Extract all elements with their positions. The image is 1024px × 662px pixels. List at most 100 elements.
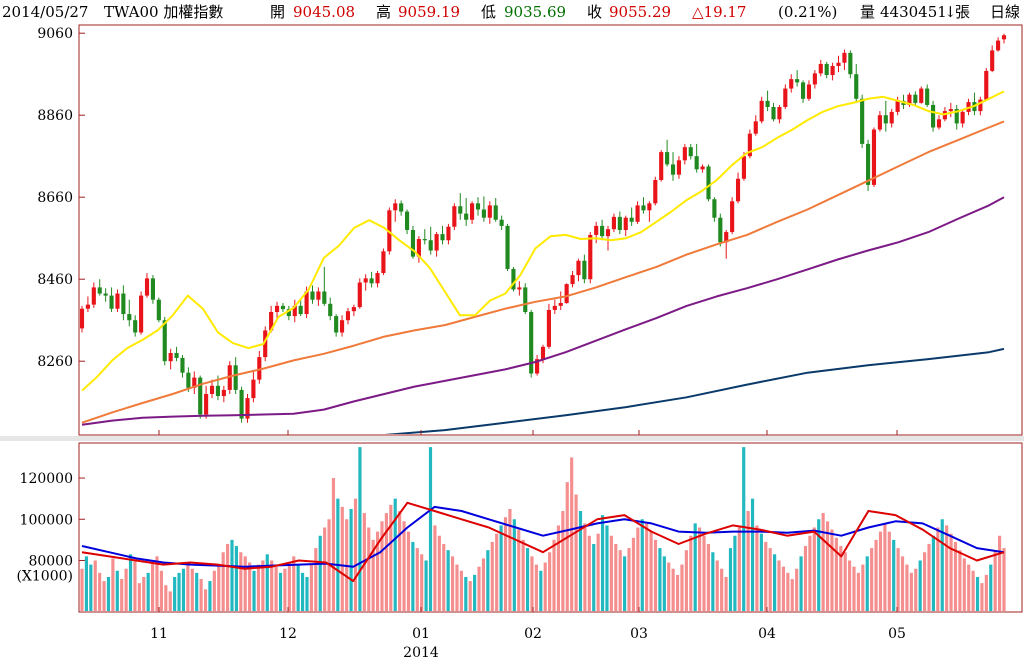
close-value: 9055.29 — [609, 3, 672, 21]
volume-bar — [424, 560, 428, 611]
candle-up — [830, 66, 835, 76]
volume-bar — [627, 548, 631, 611]
candle-down — [286, 309, 291, 317]
candle-down — [765, 100, 770, 107]
volume-bar — [84, 556, 88, 611]
volume-bar — [786, 572, 790, 611]
volume-bar — [896, 548, 900, 611]
candle-up — [558, 302, 563, 306]
candle-down — [399, 203, 404, 212]
volume-bar — [217, 564, 221, 611]
volume-bar — [168, 591, 172, 611]
volume-bar — [208, 581, 212, 611]
candle-up — [818, 63, 823, 74]
volume-bar — [671, 568, 675, 611]
price-tick-label: 9060 — [37, 26, 73, 42]
volume-bar — [803, 546, 808, 611]
candle-down — [795, 79, 800, 83]
candle-up — [351, 307, 356, 312]
volume-bar — [459, 570, 463, 611]
volume-bar — [106, 576, 111, 611]
price-tick-label: 8260 — [37, 354, 73, 370]
month-label: 12 — [279, 626, 297, 642]
volume-bar — [415, 548, 419, 611]
volume-bar — [495, 533, 499, 611]
candle-up — [889, 111, 894, 124]
candle-up — [978, 99, 983, 112]
candle-down — [97, 287, 102, 294]
open-label: 開 — [270, 3, 286, 21]
candle-up — [144, 278, 150, 296]
candle-up — [517, 287, 522, 290]
volume-bar — [159, 570, 163, 611]
candle-up — [588, 234, 593, 280]
volume-bar — [768, 548, 772, 611]
candle-down — [860, 98, 865, 144]
volume-bar — [442, 543, 446, 611]
volume-bar — [667, 562, 671, 611]
candle-up — [221, 389, 226, 397]
candle-down — [505, 225, 510, 269]
candle-up — [812, 73, 817, 85]
volume-tick-label: 120000 — [20, 471, 73, 487]
candle-up — [168, 353, 173, 362]
candle-down — [121, 293, 126, 315]
candle-down — [800, 82, 806, 99]
volume-bar — [684, 550, 688, 611]
volume-bar — [486, 550, 490, 611]
month-label: 04 — [758, 626, 776, 642]
volume-bar — [340, 506, 344, 611]
candle-down — [481, 209, 486, 218]
change-percent: (0.21%) — [778, 3, 838, 21]
volume-bar — [623, 556, 627, 611]
volume-bar — [574, 494, 578, 611]
volume-bar — [848, 560, 852, 611]
candle-up — [942, 111, 947, 120]
volume-bar — [975, 576, 980, 611]
volume-bar — [256, 564, 261, 611]
volume-bar — [892, 539, 896, 611]
volume-bar — [375, 531, 380, 611]
volume-bar — [587, 535, 591, 611]
month-label: 01 — [412, 626, 430, 642]
candle-down — [233, 365, 238, 390]
candle-down — [410, 230, 416, 257]
volume-bar — [949, 533, 953, 611]
volume-bar — [314, 548, 318, 611]
candle-up — [948, 109, 953, 112]
candle-down — [404, 211, 410, 230]
volume-bar — [658, 548, 662, 611]
volume-bar — [292, 556, 296, 611]
volume-bar — [592, 543, 596, 611]
candle-up — [540, 346, 546, 360]
volume-bar — [645, 523, 649, 611]
candle-up — [836, 62, 841, 66]
candle-up — [263, 330, 268, 358]
volume-bar — [234, 546, 238, 611]
candle-down — [600, 225, 605, 237]
volume-bar — [808, 535, 812, 611]
volume-bar — [243, 556, 247, 611]
volume-bar — [936, 527, 940, 611]
volume-bar — [543, 562, 547, 611]
candle-up — [470, 203, 475, 220]
month-label: 11 — [150, 626, 168, 642]
volume-bar — [993, 550, 997, 611]
candle-up — [564, 284, 569, 303]
volume-bar — [998, 535, 1002, 611]
candle-down — [133, 320, 138, 333]
volume-bar — [839, 546, 843, 611]
month-label: 02 — [524, 626, 542, 642]
candle-up — [546, 309, 551, 347]
candle-up — [115, 293, 120, 309]
candle-up — [984, 70, 989, 100]
candle-up — [381, 251, 386, 274]
volume-bar — [252, 570, 256, 611]
candle-up — [990, 50, 995, 71]
candle-down — [529, 312, 534, 374]
candle-down — [186, 372, 191, 388]
candle-up — [570, 275, 575, 285]
volume-bar — [614, 543, 618, 611]
candle-up — [316, 291, 321, 300]
candle-up — [594, 225, 599, 235]
